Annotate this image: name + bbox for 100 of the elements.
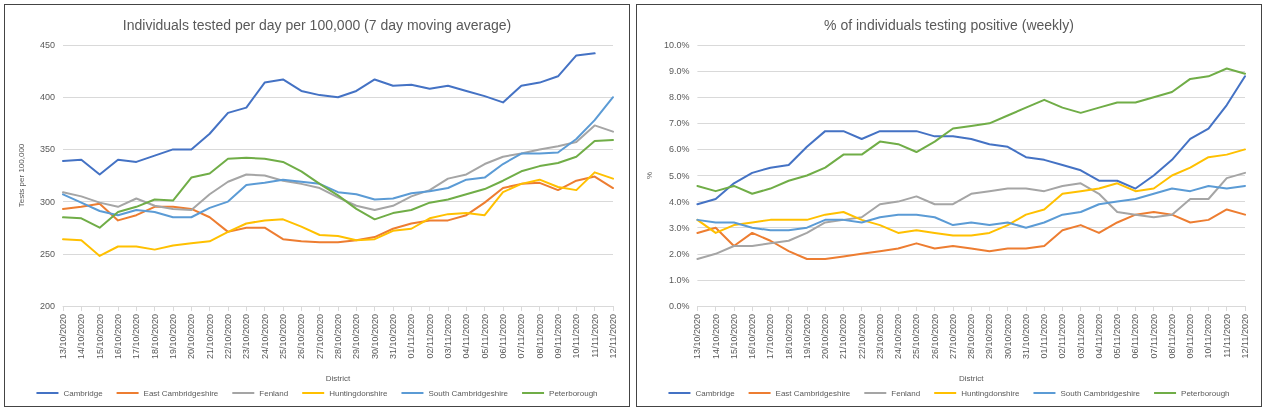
x-tick-label: 15/10/2020 xyxy=(94,314,105,360)
line-series xyxy=(62,96,614,219)
x-tick-label: 21/10/2020 xyxy=(204,314,215,360)
y-tick-label: 6.0% xyxy=(668,144,690,155)
x-tick-label: 10/11/2020 xyxy=(1203,314,1214,359)
legend-label: Peterborough xyxy=(549,388,598,398)
line-series xyxy=(696,184,1246,232)
x-tick-label: 13/10/2020 xyxy=(692,314,703,360)
y-tick-label: 1.0% xyxy=(668,274,690,285)
y-tick-label: 4.0% xyxy=(668,196,690,207)
x-tick-label: 19/10/2020 xyxy=(801,314,812,360)
x-tick-label: 30/10/2020 xyxy=(1002,314,1013,360)
line-series xyxy=(696,208,1246,261)
legend-label: Fenland xyxy=(891,388,921,398)
x-tick-label: 27/10/2020 xyxy=(947,314,958,360)
y-tick-label: 250 xyxy=(39,248,55,259)
x-tick-label: 25/10/2020 xyxy=(278,314,288,360)
y-tick-label: 10.0% xyxy=(663,40,690,50)
line-series xyxy=(62,139,614,229)
x-tick-label: 08/11/2020 xyxy=(1166,314,1177,359)
line-series xyxy=(62,171,614,257)
y-tick-label: 2.0% xyxy=(668,248,690,259)
x-tick-label: 23/10/2020 xyxy=(874,314,885,360)
x-tick-label: 02/11/2020 xyxy=(424,314,435,359)
x-tick-label: 25/10/2020 xyxy=(911,314,922,360)
x-tick-label: 06/11/2020 xyxy=(498,314,508,359)
legend-label: Huntingdonshire xyxy=(961,388,1021,398)
y-tick-label: 7.0% xyxy=(668,118,690,129)
legend-label: South Cambridgeshire xyxy=(428,388,509,398)
x-tick-label: 27/10/2020 xyxy=(314,314,325,360)
chart-title: Individuals tested per day per 100,000 (7 day moving average) xyxy=(122,17,512,33)
y-tick-label: 9.0% xyxy=(668,66,690,77)
legend-label: Cambridge xyxy=(695,388,736,398)
legend-label: Fenland xyxy=(259,388,289,398)
x-tick-label: 17/10/2020 xyxy=(131,314,142,360)
legend-label: South Cambridgeshire xyxy=(1060,388,1141,398)
legend-label: East Cambridgeshire xyxy=(143,388,219,398)
x-tick-label: 04/11/2020 xyxy=(461,314,472,359)
x-tick-label: 05/11/2020 xyxy=(479,314,490,359)
line-series xyxy=(62,124,614,211)
x-tick-label: 31/10/2020 xyxy=(1020,314,1031,360)
line-series xyxy=(62,175,614,244)
x-tick-label: 01/11/2020 xyxy=(1039,314,1050,359)
y-tick-label: 450 xyxy=(39,40,55,50)
y-tick-label: 0.0% xyxy=(668,301,690,311)
x-tick-label: 26/10/2020 xyxy=(929,314,940,360)
x-tick-label: 06/11/2020 xyxy=(1130,314,1141,359)
legend-label: Peterborough xyxy=(1181,388,1230,398)
y-tick-label: 3.0% xyxy=(668,222,690,233)
x-tick-label: 08/11/2020 xyxy=(534,314,545,359)
x-tick-label: 07/11/2020 xyxy=(1148,314,1159,359)
x-tick-label: 28/10/2020 xyxy=(966,314,977,360)
y-axis-title: Tests per 100,000 xyxy=(16,143,26,208)
y-tick-label: 350 xyxy=(39,144,55,155)
x-tick-label: 14/10/2020 xyxy=(76,314,87,360)
x-tick-label: 22/10/2020 xyxy=(856,314,867,360)
x-tick-label: 04/11/2020 xyxy=(1093,314,1104,359)
x-tick-label: 18/10/2020 xyxy=(783,314,794,360)
y-tick-label: 5.0% xyxy=(668,170,690,181)
x-tick-label: 31/10/2020 xyxy=(388,314,398,360)
y-axis-title: % xyxy=(644,171,654,180)
x-tick-label: 01/11/2020 xyxy=(406,314,417,359)
x-tick-label: 20/10/2020 xyxy=(820,314,831,360)
x-tick-label: 30/10/2020 xyxy=(369,314,380,360)
legend-label: Huntingdonshire xyxy=(329,388,389,398)
x-tick-label: 12/11/2020 xyxy=(1240,314,1250,359)
x-tick-label: 22/10/2020 xyxy=(223,314,233,360)
legend-label: East Cambridgeshire xyxy=(775,388,851,398)
x-tick-label: 09/11/2020 xyxy=(1185,314,1196,359)
x-tick-label: 07/11/2020 xyxy=(516,314,527,359)
x-tick-label: 16/10/2020 xyxy=(747,314,758,360)
line-series xyxy=(696,171,1246,261)
x-tick-label: 14/10/2020 xyxy=(710,314,721,360)
x-tick-label: 02/11/2020 xyxy=(1057,314,1068,359)
x-tick-label: 11/11/2020 xyxy=(589,314,600,358)
x-tick-label: 20/10/2020 xyxy=(186,314,197,360)
x-tick-label: 19/10/2020 xyxy=(168,314,178,360)
x-tick-label: 13/10/2020 xyxy=(58,314,68,360)
x-tick-label: 10/11/2020 xyxy=(571,314,582,359)
x-tick-label: 26/10/2020 xyxy=(296,314,307,360)
x-tick-label: 29/10/2020 xyxy=(351,314,362,360)
y-tick-label: 400 xyxy=(39,92,55,103)
y-tick-label: 200 xyxy=(39,301,55,311)
x-tick-label: 23/10/2020 xyxy=(241,314,252,360)
x-axis-title: District xyxy=(325,373,351,383)
x-tick-label: 12/11/2020 xyxy=(608,314,618,359)
x-tick-label: 16/10/2020 xyxy=(113,314,123,360)
x-tick-label: 24/10/2020 xyxy=(893,314,904,360)
x-tick-label: 15/10/2020 xyxy=(728,314,739,360)
x-tick-label: 03/11/2020 xyxy=(443,314,453,359)
y-tick-label: 300 xyxy=(39,196,55,207)
x-axis-title: District xyxy=(958,373,985,383)
x-tick-label: 18/10/2020 xyxy=(149,314,160,360)
y-tick-label: 8.0% xyxy=(668,92,690,103)
x-tick-label: 05/11/2020 xyxy=(1112,314,1123,359)
x-tick-label: 09/11/2020 xyxy=(553,314,563,359)
x-tick-label: 03/11/2020 xyxy=(1075,314,1086,359)
x-tick-label: 17/10/2020 xyxy=(765,314,776,360)
x-tick-label: 11/11/2020 xyxy=(1221,314,1232,358)
x-tick-label: 24/10/2020 xyxy=(259,314,270,360)
